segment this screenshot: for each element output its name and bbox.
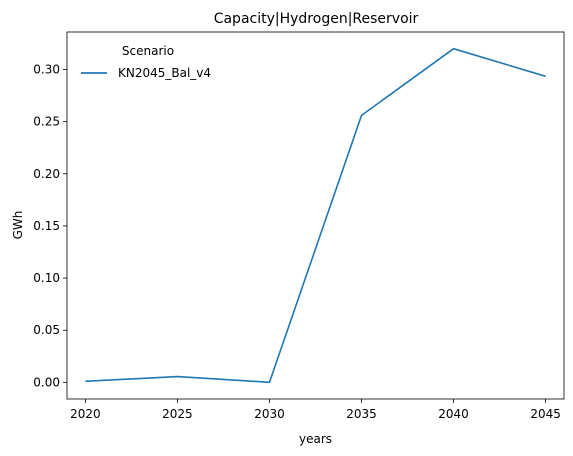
x-tick-label: 2045 — [530, 407, 561, 421]
legend-label: KN2045_Bal_v4 — [118, 66, 211, 80]
x-tick-label: 2030 — [254, 407, 285, 421]
x-tick-label: 2035 — [346, 407, 377, 421]
y-tick-label: 0.25 — [33, 115, 60, 129]
series-line — [85, 47, 546, 384]
chart-title: Capacity|Hydrogen|Reservoir — [214, 11, 419, 27]
y-axis: 0.00 0.05 0.10 0.15 0.20 0.25 0.30 — [33, 63, 67, 389]
y-tick-label: 0.15 — [33, 219, 60, 233]
x-tick-label: 2025 — [162, 407, 193, 421]
y-tick-label: 0.20 — [33, 167, 60, 181]
legend-title: Scenario — [122, 44, 174, 58]
x-tick-label: 2020 — [70, 407, 101, 421]
y-tick-label: 0.10 — [33, 271, 60, 285]
y-tick-label: 0.30 — [33, 63, 60, 77]
legend: Scenario KN2045_Bal_v4 — [81, 44, 211, 80]
plot-area — [66, 31, 565, 400]
y-tick-label: 0.05 — [33, 323, 60, 337]
y-tick-label: 0.00 — [33, 375, 60, 389]
x-axis: 2020 2025 2030 2035 2040 2045 — [70, 399, 561, 421]
x-axis-label: years — [299, 432, 332, 446]
x-tick-label: 2040 — [438, 407, 469, 421]
series-layer — [85, 47, 546, 384]
y-axis-label: GWh — [11, 211, 25, 240]
